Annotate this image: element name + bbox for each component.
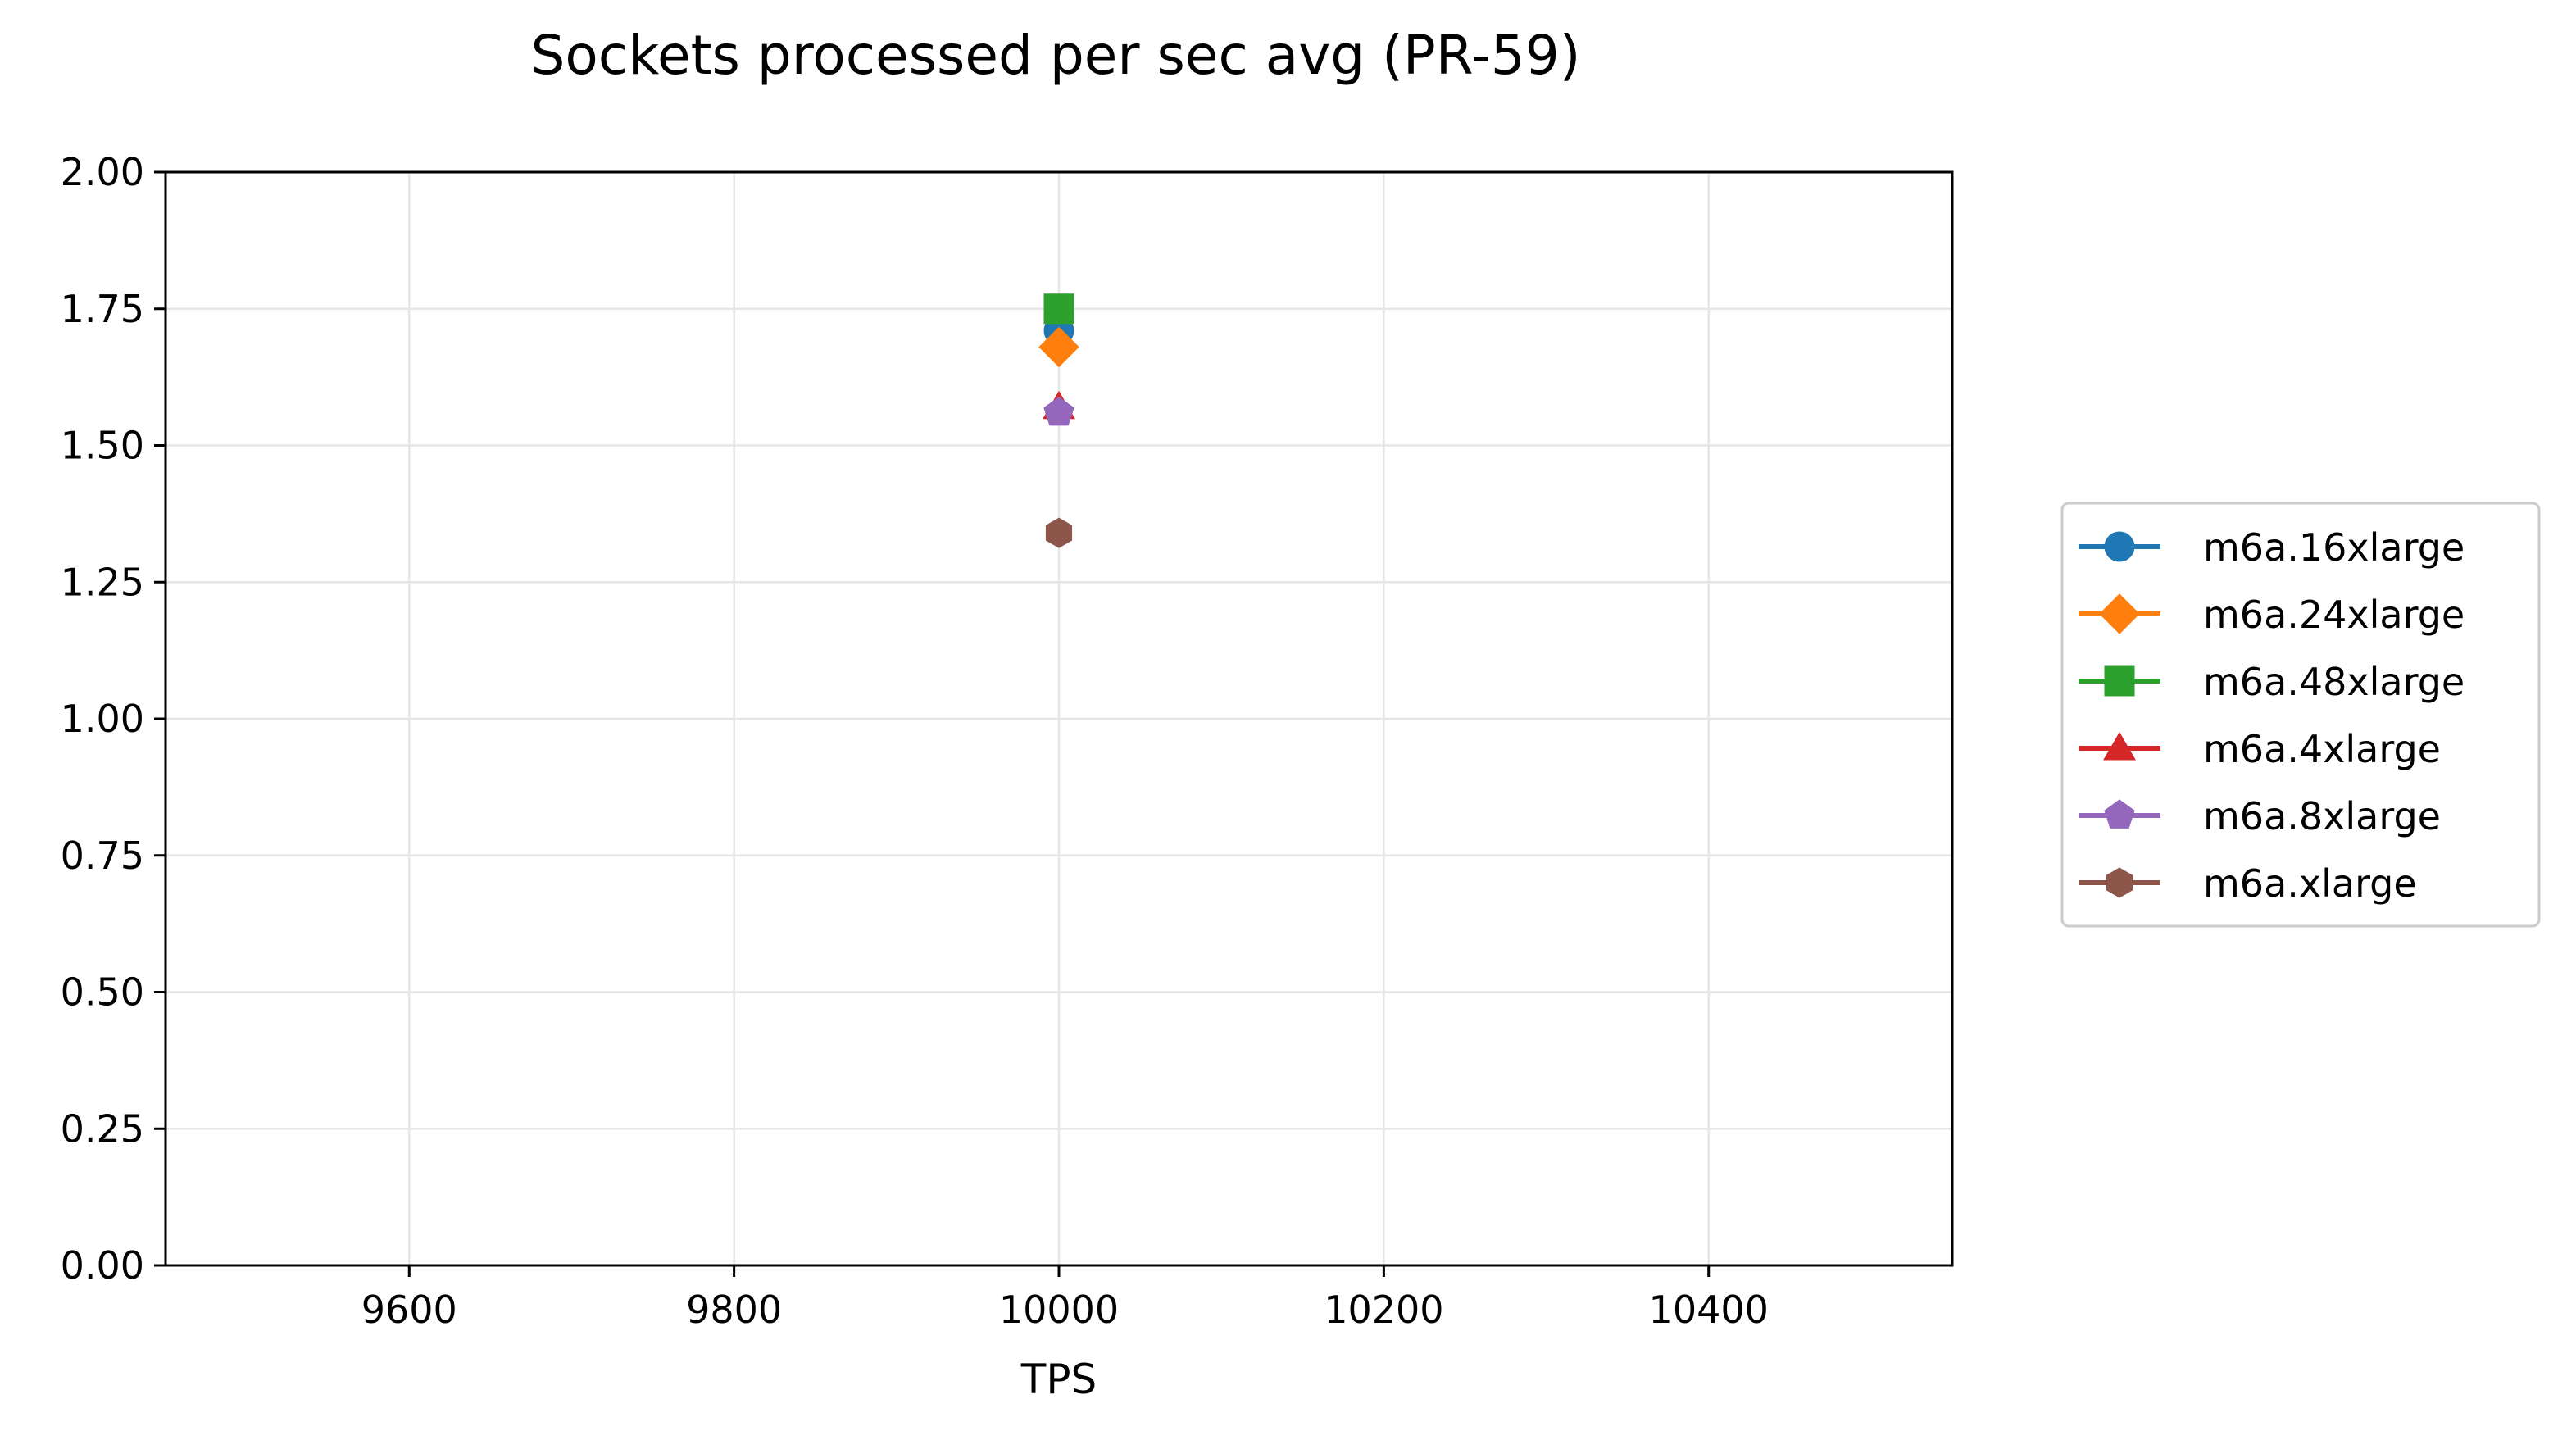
plot-frame xyxy=(164,170,1954,1267)
legend-marker xyxy=(2106,867,2133,898)
x-tick-label: 10400 xyxy=(1649,1288,1769,1332)
y-tick-label: 1.50 xyxy=(61,424,144,468)
y-tick-label: 0.75 xyxy=(61,834,144,878)
y-tick-label: 1.00 xyxy=(61,697,144,741)
x-tick-label: 10200 xyxy=(1324,1288,1443,1332)
y-tick-label: 1.75 xyxy=(61,287,144,331)
y-tick-label: 2.00 xyxy=(61,150,144,194)
legend-marker xyxy=(2103,732,2136,761)
legend-label: m6a.16xlarge xyxy=(2203,525,2465,570)
legend-label: m6a.4xlarge xyxy=(2203,727,2441,771)
x-tick-label: 9600 xyxy=(361,1288,457,1332)
legend-label: m6a.48xlarge xyxy=(2203,660,2465,704)
data-points xyxy=(1038,293,1079,548)
y-tick-label: 0.00 xyxy=(61,1243,144,1288)
y-axis: 0.00 0.25 0.50 0.75 1.00 1.25 1.50 1.75 2.00 xyxy=(61,150,166,1288)
data-point-m6a-xlarge xyxy=(1045,517,1073,548)
data-point-m6a-48xlarge xyxy=(1043,293,1074,325)
legend-label: m6a.24xlarge xyxy=(2203,593,2465,637)
legend-marker xyxy=(2104,665,2135,697)
legend-marker xyxy=(2104,799,2135,829)
y-tick-label: 0.50 xyxy=(61,970,144,1015)
y-tick-label: 0.25 xyxy=(61,1106,144,1151)
x-axis: 9600 9800 10000 10200 10400 xyxy=(361,1265,1769,1332)
data-point-m6a-24xlarge xyxy=(1038,326,1079,368)
y-tick-label: 1.25 xyxy=(61,560,144,604)
x-tick-label: 10000 xyxy=(999,1288,1119,1332)
legend-box xyxy=(2060,502,2541,928)
legend-marker xyxy=(2099,593,2140,634)
data-point-m6a-8xlarge xyxy=(1043,396,1074,426)
x-axis-label: TPS xyxy=(1020,1356,1097,1403)
legend: m6a.16xlarge m6a.24xlarge m6a.48xlarge m6a.… xyxy=(2060,502,2541,928)
x-tick-label: 9800 xyxy=(686,1288,782,1332)
legend-label: m6a.8xlarge xyxy=(2203,794,2441,838)
legend-marker xyxy=(2104,531,2135,562)
legend-label: m6a.xlarge xyxy=(2203,861,2417,906)
chart-title: Sockets processed per sec avg (PR-59) xyxy=(531,24,1581,87)
